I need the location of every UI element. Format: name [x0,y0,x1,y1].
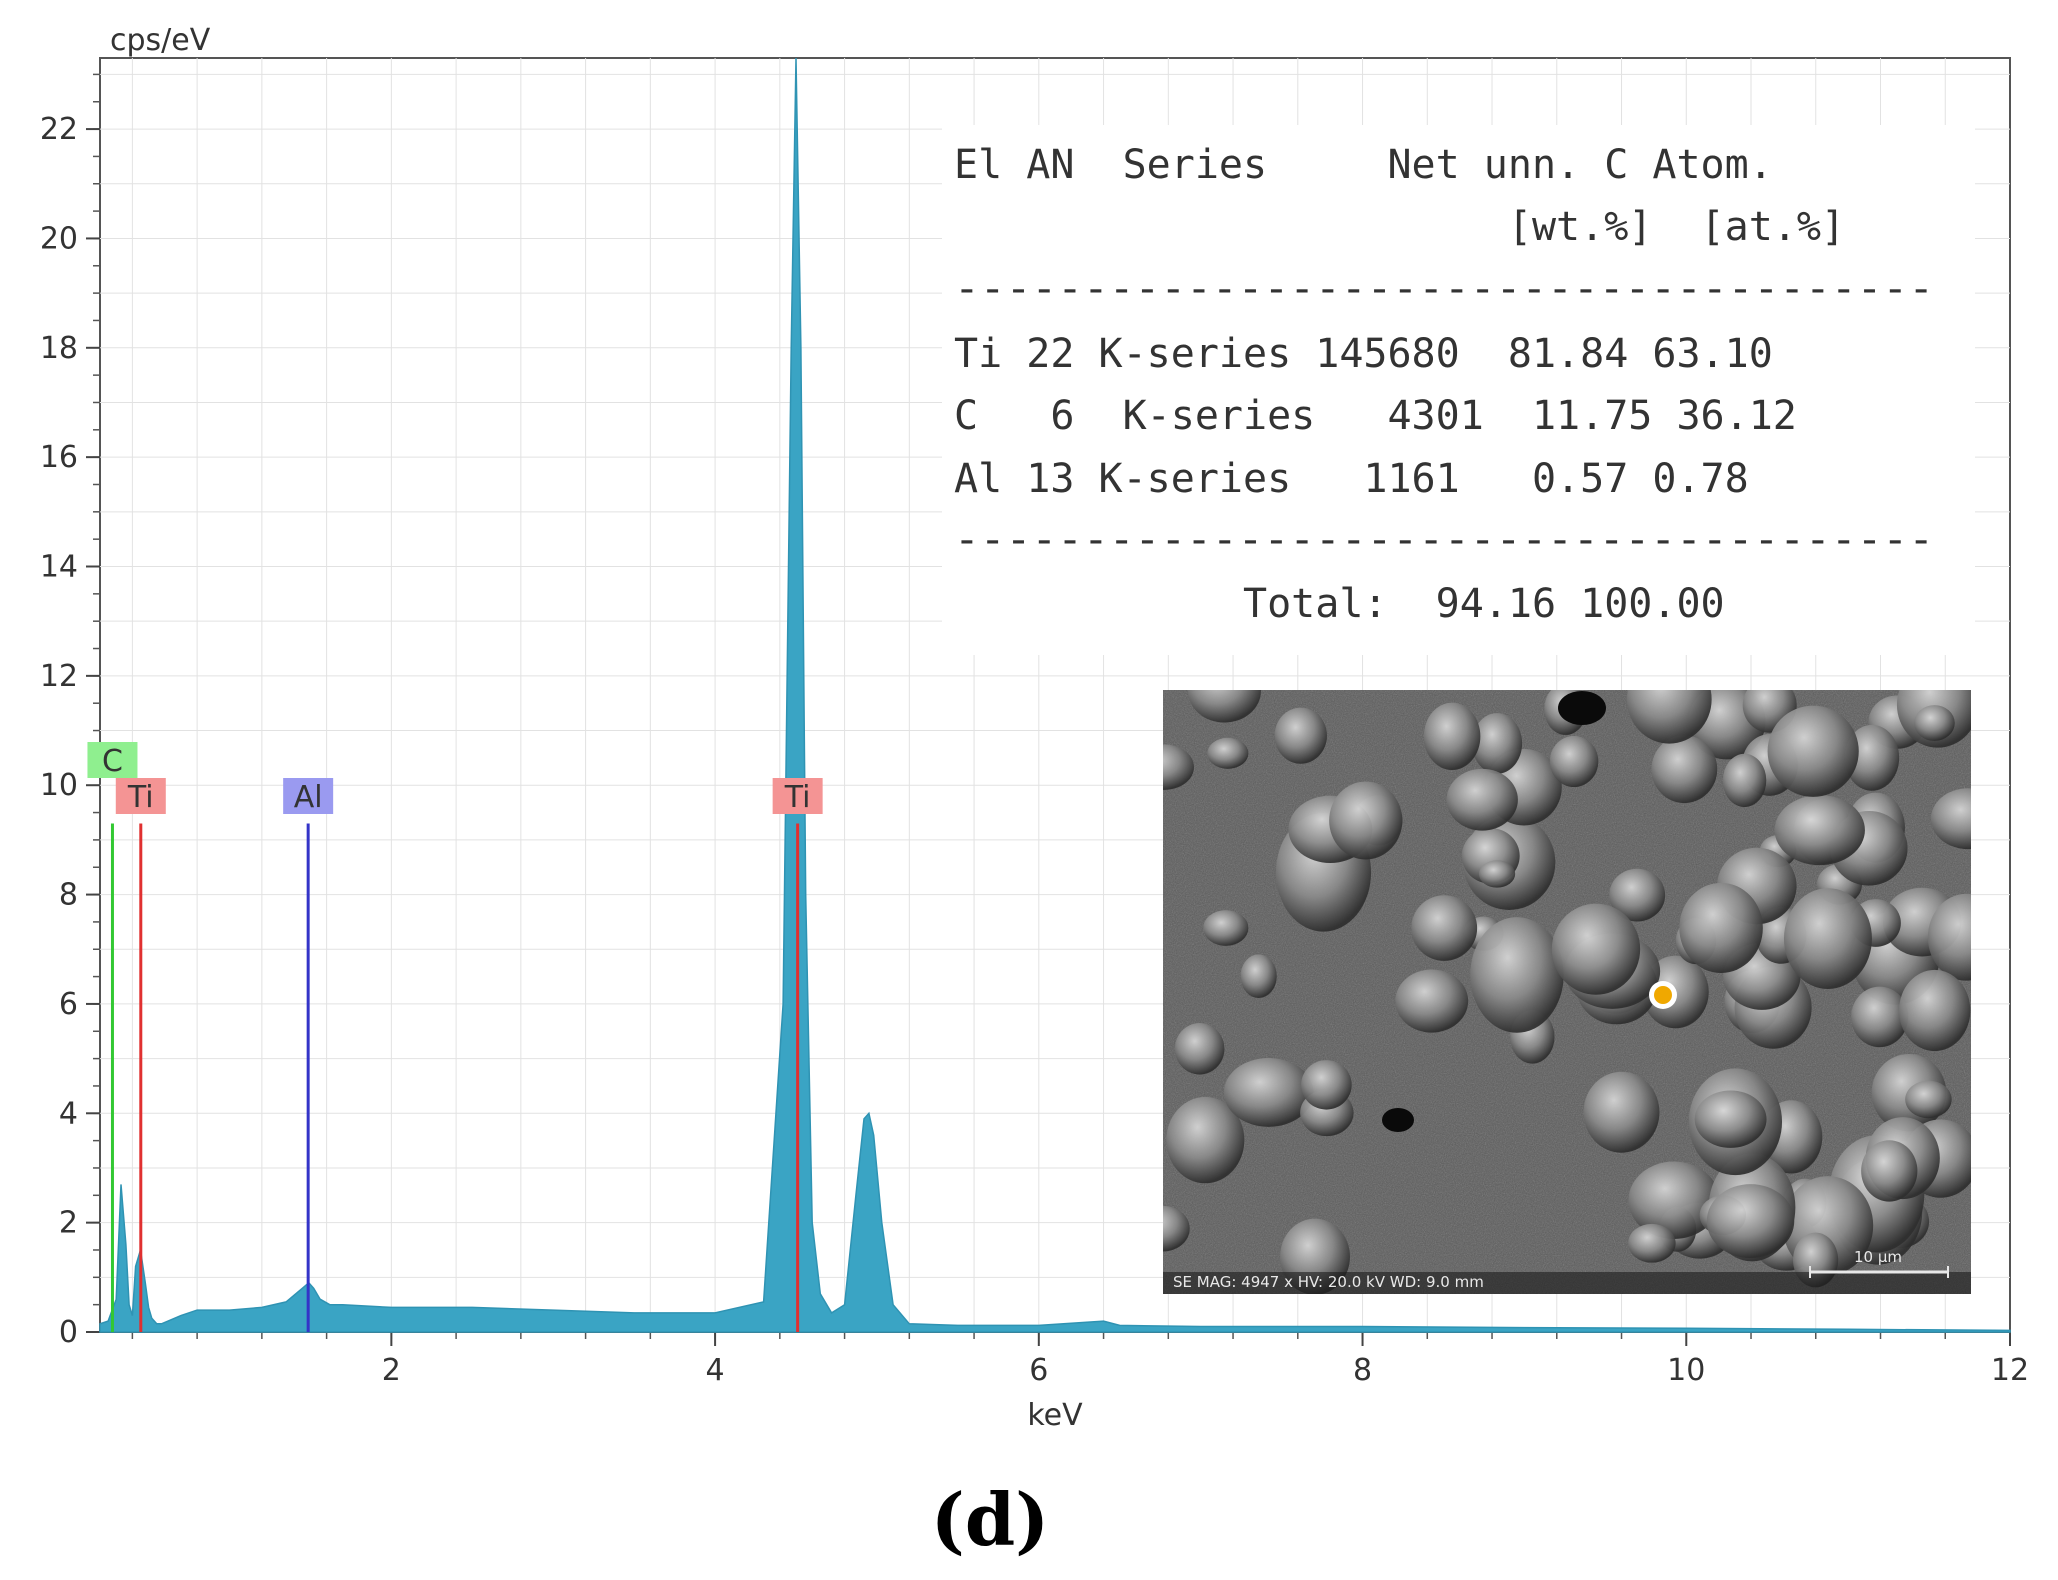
y-tick-label: 18 [40,331,78,366]
quant-table: El AN Series Net unn. C Atom. [wt.%] [at… [954,142,1934,627]
spectrum-series [99,57,2011,1333]
element-marker-box [283,778,334,814]
element-marker-box [772,778,823,814]
element-marker-box [115,778,166,814]
y-tick-label: 4 [59,1096,78,1131]
y-tick-label: 6 [59,987,78,1022]
sem-particle [1472,713,1523,774]
sem-particle [1174,1023,1225,1075]
sem-particle [1223,1057,1314,1127]
sem-particle [1767,705,1859,797]
y-tick-label: 10 [40,768,78,803]
x-tick-label: 6 [1029,1353,1048,1388]
sem-particle [1783,888,1872,989]
sem-particle [1301,1060,1352,1110]
sem-particle [1899,969,1971,1052]
sem-particle [1549,735,1599,788]
element-marker-label: C [102,744,123,779]
y-tick-label: 2 [59,1206,78,1241]
sem-particle [1905,1080,1952,1119]
sem-particle [1851,986,1909,1048]
sem-particle [1628,1161,1720,1239]
sem-info-bar: SE MAG: 4947 x HV: 20.0 kV WD: 9.0 mm [1173,1273,1484,1291]
sem-inset-image: SE MAG: 4947 x HV: 20.0 kV WD: 9.0 mm 10… [1163,690,1971,1294]
sem-particle [1395,969,1469,1033]
panel-label: (d) [931,1477,1049,1562]
sem-particle [1609,868,1666,922]
sem-particle [1914,705,1955,741]
sem-pore [1558,691,1606,725]
sem-particle [1679,882,1763,974]
sem-particle [1628,1223,1676,1263]
sem-particle [1207,737,1249,769]
sem-particle [1722,753,1767,808]
sem-particle [1240,954,1277,999]
sem-particle [1446,768,1518,831]
element-marker-label: Ti [127,780,154,815]
sem-particle [1774,795,1865,866]
sem-particle [1861,1140,1918,1202]
sem-particle [1927,893,1971,981]
scale-bar-label: 10 µm [1854,1248,1902,1266]
x-tick-label: 10 [1667,1353,1705,1388]
quant-table-separator-top: -------------------------------------- [954,266,1934,312]
y-tick-label: 20 [40,221,78,256]
y-tick-label: 16 [40,440,78,475]
sem-particle [1651,735,1718,804]
y-tick-label: 14 [40,550,78,585]
y-tick-label: 8 [59,878,78,913]
sem-particle [1163,744,1194,790]
y-tick-label: 0 [59,1315,78,1350]
quant-table-background [942,125,1975,655]
sem-particle [1706,1184,1795,1259]
sem-particle [1626,690,1712,744]
sem-particle [1478,860,1516,888]
y-axis-label: cps/eV [110,23,211,58]
sem-particle [1274,707,1327,764]
quant-table-header-1: El AN Series Net unn. C Atom. [954,142,1773,188]
axis-ticks: 2 4 6 8 10 12 0 2 4 6 8 10 12 14 16 18 20 22 [40,112,2029,1388]
sem-particle [1163,1205,1190,1252]
element-marker-box [87,742,138,778]
x-tick-label: 2 [382,1353,401,1388]
x-tick-label: 4 [706,1353,725,1388]
sem-pore [1382,1108,1414,1132]
sem-particle [1187,690,1261,723]
element-marker-label: Al [294,780,323,815]
element-markers: CTi Al Ti [87,742,823,1332]
quant-table-row: Ti 22 K-series 145680 81.84 63.10 [954,331,1773,377]
sem-particle [1551,903,1641,995]
sem-particle [1166,1096,1245,1184]
x-tick-label: 12 [1991,1353,2029,1388]
quant-table-separator-bottom: -------------------------------------- [954,517,1934,563]
sem-particle [1470,917,1564,1033]
sem-particle [1203,910,1249,946]
sem-particle [1930,788,1971,850]
sem-particle [1423,702,1481,771]
quant-table-header-2: [wt.%] [at.%] [954,204,1845,250]
sem-particle [1844,724,1900,791]
y-tick-label: 22 [40,112,78,147]
sem-particle [1583,1071,1660,1153]
quant-table-row: Al 13 K-series 1161 0.57 0.78 [954,456,1749,502]
quant-table-row: C 6 K-series 4301 11.75 36.12 [954,393,1797,439]
y-tick-label: 12 [40,659,78,694]
quant-table-total: Total: 94.16 100.00 [954,581,1725,627]
sem-particle [1329,781,1403,860]
element-marker-label: Ti [784,780,811,815]
x-tick-label: 8 [1353,1353,1372,1388]
sem-particle [1694,1090,1767,1148]
x-axis-label: keV [1027,1398,1083,1433]
sem-particle [1411,895,1478,961]
